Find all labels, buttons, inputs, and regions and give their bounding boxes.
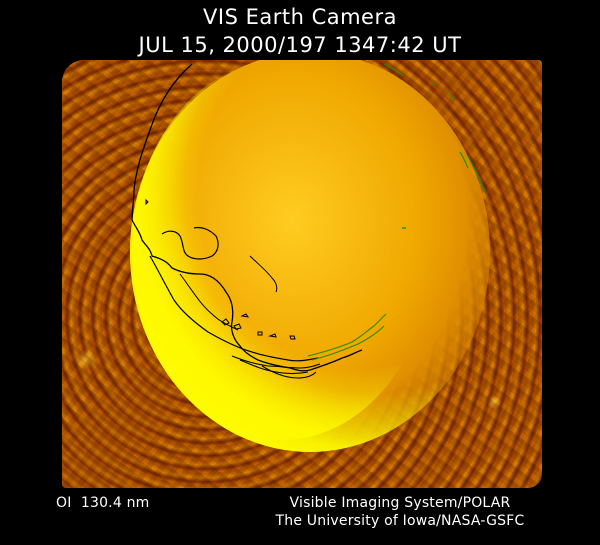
green-boundary-east [307,313,387,361]
coastline-north-america [131,63,363,372]
coastline-central [149,255,319,362]
image-timestamp: JUL 15, 2000/197 1347:42 UT [138,33,462,57]
image-title: VIS Earth Camera [203,5,397,29]
wavelength-label: OI 130.4 nm [56,495,150,511]
coastline-gulf [161,226,219,260]
earth-image [62,60,542,488]
green-boundary-north [383,63,487,195]
coastline-baja [179,273,239,331]
bright-limb-inner [132,60,432,440]
coastline-islands [145,198,296,340]
coastline-florida [249,255,278,293]
instrument-label: Visible Imaging System/POLAR [289,495,511,511]
institution-label: The University of Iowa/NASA-GSFC [275,513,525,529]
coastline-south-america [231,355,321,379]
coastline-overlay [131,63,487,379]
